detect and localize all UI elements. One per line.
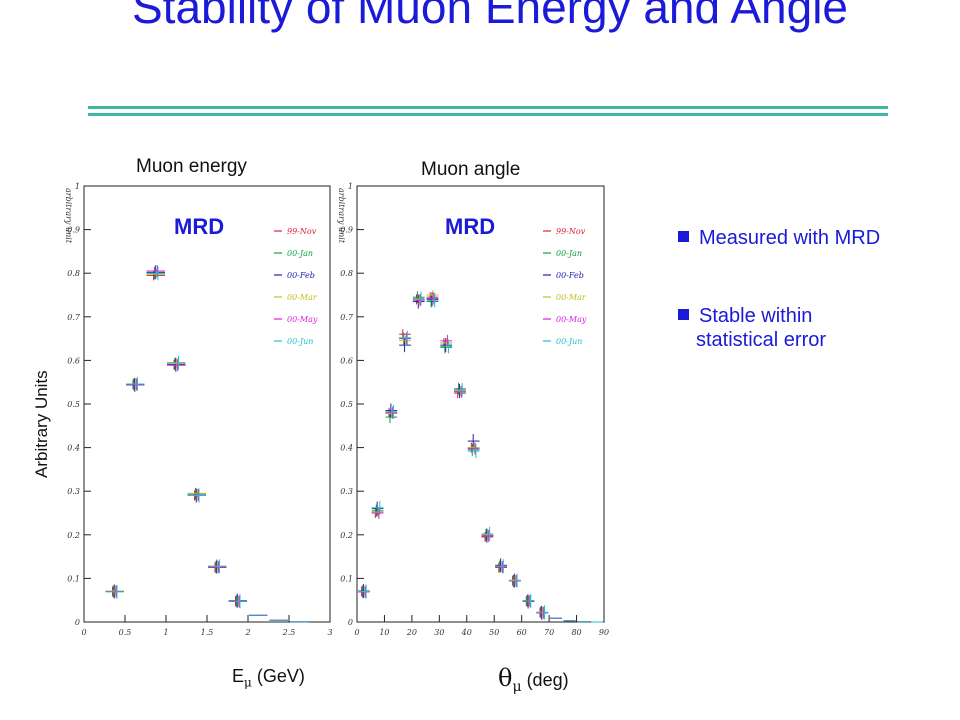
angle-small-y-label: arbitrary unit [337,188,346,244]
bullet-stable-line-1: Stable within [699,305,813,327]
angle-x-tick-label: 90 [599,628,609,637]
angle-series-00-May [358,292,603,623]
angle-x-tick-label: 40 [461,628,472,637]
energy-legend-entry: 00-May [287,315,318,324]
energy-y-tick-label: 0.5 [67,400,80,409]
energy-y-tick-label: 1 [75,182,80,191]
energy-legend-entry: 00-Jun [287,337,313,346]
energy-series-00-Mar [105,269,309,623]
angle-legend-entry: 00-May [556,315,587,324]
angle-x-unit: (deg) [521,670,569,690]
energy-series-99-Nov [105,270,309,623]
angle-y-tick-label: 0.2 [340,531,353,540]
angle-legend-entry: 00-Mar [556,293,587,302]
angle-series-00-Jun [358,291,603,623]
bullet-stable: Stable within statistical error [678,304,826,352]
energy-legend-entry: 99-Nov [287,227,317,236]
angle-plot-title: Muon angle [421,159,521,180]
angle-y-tick-label: 0.9 [340,226,353,235]
energy-x-tick-label: 0 [81,628,86,637]
energy-x-tick-label: 1.5 [201,628,214,637]
energy-x-symbol: E [232,666,245,686]
bullet-stable-line-2: statistical error [696,329,827,351]
energy-plot: 0 0.1 0.2 0.3 0.4 0.5 0.6 0.7 0.8 0.9 1 0 0.5 1 1.5 2 2.… [64,182,333,637]
energy-x-axis-label: Eμ (GeV) [232,666,305,690]
angle-x-tick-label: 0 [354,628,359,637]
bullet-measured: Measured with MRD [678,226,880,250]
energy-x-unit: (GeV) [251,666,305,686]
title-rule-bottom [88,113,888,116]
angle-legend-entry: 99-Nov [556,227,586,236]
energy-y-tick-label: 0.8 [67,269,80,278]
bullet-measured-line-1: Measured with MRD [699,227,881,249]
angle-x-subscript: μ [512,679,522,695]
energy-x-tick-label: 2 [244,628,250,637]
energy-y-tick-label: 0.1 [67,574,80,583]
energy-x-tick-label: 3 [327,628,332,637]
energy-plot-title: Muon energy [136,156,247,177]
energy-x-subscript: μ [244,675,252,690]
energy-panel-label: MRD [174,214,224,239]
angle-x-tick-label: 50 [489,628,499,637]
angle-x-tick-label: 70 [544,628,554,637]
energy-series-00-Jun [105,266,309,623]
energy-y-tick-label: 0.9 [67,226,80,235]
energy-small-y-label: arbitrary unit [64,188,73,244]
bullet-square-icon [678,309,689,320]
angle-y-tick-label: 0.6 [340,356,353,365]
angle-y-tick-label: 0.1 [340,574,353,583]
angle-x-symbol: θ [498,664,513,692]
slide-title: Stability of Muon Energy and Angle [131,0,848,33]
angle-x-tick-label: 20 [406,628,417,637]
energy-legend-entry: 00-Jan [287,249,313,258]
angle-legend-entry: 00-Jan [556,249,582,258]
angle-y-tick-label: 0.3 [340,487,353,496]
angle-legend-entry: 00-Feb [556,271,584,280]
energy-x-tick-label: 0.5 [119,628,132,637]
energy-legend-entry: 00-Mar [287,293,318,302]
energy-y-tick-label: 0.2 [67,531,80,540]
angle-x-tick-label: 60 [517,628,527,637]
angle-y-tick-label: 0 [348,618,353,627]
energy-y-tick-label: 0.4 [67,444,80,453]
angle-plot: 00.10.20.30.40.50.60.70.80.910 10 20 30 40 50… [337,182,609,637]
angle-y-tick-label: 0.4 [340,444,353,453]
angle-x-tick-label: 30 [434,628,444,637]
energy-x-tick-label: 2.5 [282,628,296,637]
angle-legend-entry: 00-Jun [556,337,582,346]
energy-y-tick-label: 0.6 [67,356,80,365]
angle-y-tick-label: 0.5 [340,400,353,409]
angle-x-tick-label: 80 [571,628,581,637]
angle-x-axis-label: θμ (deg) [498,664,569,695]
energy-y-tick-label: 0.3 [67,487,80,496]
angle-y-tick-label: 0.7 [340,313,354,322]
bullet-square-icon [678,231,689,242]
energy-legend-entry: 00-Feb [287,271,315,280]
energy-y-tick-label: 0.7 [67,313,81,322]
angle-x-tick-label: 10 [379,628,389,637]
angle-panel-label: MRD [445,214,495,239]
title-rule-top [88,106,888,109]
angle-y-tick-label: 1 [348,182,353,191]
energy-x-tick-label: 1 [163,628,168,637]
energy-series-00-Jan [105,267,309,623]
angle-y-tick-label: 0.8 [340,269,353,278]
energy-y-tick-label: 0 [75,618,80,627]
